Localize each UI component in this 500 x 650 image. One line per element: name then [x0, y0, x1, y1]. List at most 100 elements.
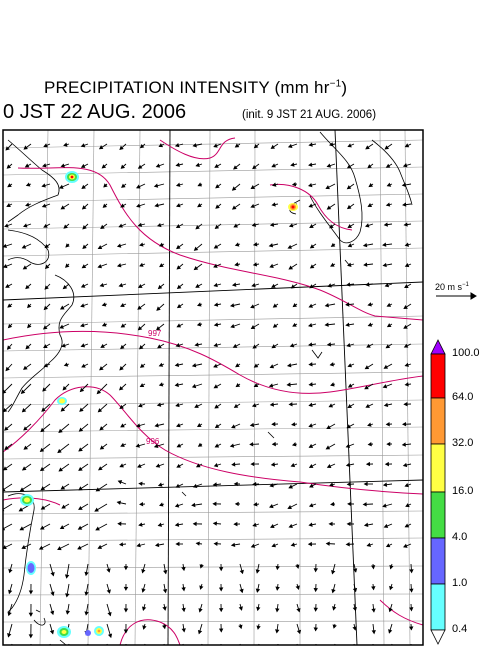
wind-vector-head — [81, 264, 87, 269]
wind-vector-head — [233, 481, 238, 487]
wind-vector-head — [61, 343, 66, 348]
wind-vector-head — [195, 162, 200, 167]
wind-vector-head — [326, 163, 332, 168]
wind-vector-head — [363, 481, 368, 487]
wind-vector-head — [57, 448, 62, 454]
wind-vector-head — [137, 164, 143, 169]
wind-vector-head — [214, 424, 220, 429]
wind-vector-head — [196, 322, 202, 327]
wind-vector-head — [97, 408, 103, 413]
wind-vector-head — [7, 183, 12, 188]
map-frame — [2, 129, 424, 646]
wind-vector-head — [197, 302, 202, 307]
wind-vector-head — [137, 305, 142, 310]
wind-vector-head — [214, 163, 219, 168]
wind-vector-head — [308, 142, 313, 147]
wind-vector-head — [116, 500, 122, 505]
wind-vector-head — [234, 501, 239, 507]
wind-vector-head — [295, 585, 300, 590]
wind-vector-head — [234, 262, 239, 267]
wind-vector-head — [94, 507, 99, 512]
wind-vector-head — [328, 403, 334, 408]
wind-vector-head — [119, 145, 124, 151]
wind-vector-head — [158, 143, 164, 148]
wind-vector-head — [383, 364, 389, 369]
wind-vector-head — [313, 568, 318, 573]
wind-vector-head — [271, 283, 276, 288]
wind-vector-head — [288, 402, 293, 407]
wind-vector-head — [23, 445, 29, 450]
wind-vector-head — [176, 304, 182, 309]
wind-vector-head — [141, 569, 146, 574]
wind-vector-head — [153, 183, 159, 188]
wind-vector-head — [352, 568, 358, 573]
wind-vector-head — [295, 564, 300, 569]
wind-vector-head — [191, 383, 197, 389]
wind-vector-head — [158, 362, 164, 367]
precip-cell — [288, 203, 298, 211]
isobar-label-996: 996 — [146, 437, 160, 446]
wind-vector-head — [176, 423, 181, 428]
wind-vector-head — [251, 222, 257, 227]
wind-vector-head — [213, 541, 218, 546]
wind-vector-head — [271, 421, 276, 427]
wind-vector-head — [235, 383, 241, 388]
wind-vector-head — [287, 143, 293, 148]
wind-vector-head — [175, 541, 180, 547]
wind-vector-head — [268, 383, 274, 388]
wind-vector-head — [386, 182, 392, 187]
wind-vector-head — [326, 425, 331, 429]
wind-vector-head — [195, 225, 200, 230]
wind-vector-head — [309, 224, 314, 228]
wind-vector-head — [116, 263, 122, 268]
wind-vector-head — [103, 183, 108, 188]
wind-vector-head — [255, 588, 261, 593]
wind-vector-head — [21, 408, 27, 413]
wind-vector-head — [231, 282, 237, 287]
wind-vector-head — [383, 402, 389, 408]
wind-vector-head — [6, 345, 12, 350]
wind-vector-head — [77, 545, 82, 550]
wind-vector-head — [363, 522, 369, 527]
wind-vector-head — [252, 481, 257, 487]
wind-vector-head — [213, 342, 218, 348]
wind-vector-head — [197, 423, 202, 427]
wind-vector-head — [181, 566, 186, 572]
wind-vector-head — [346, 424, 351, 429]
wind-vector-head — [199, 585, 204, 590]
wind-vector-head — [58, 428, 63, 434]
wind-vector-head — [79, 387, 85, 393]
wind-vector-head — [252, 344, 257, 349]
wind-vector-head — [309, 244, 315, 249]
wind-vector-head — [256, 606, 261, 612]
wind-vector-head — [23, 145, 28, 150]
wind-vector-head — [253, 144, 259, 149]
wind-vectors — [3, 142, 414, 645]
wind-vector-head — [195, 463, 201, 468]
wind-vector-head — [198, 608, 203, 613]
wind-vector-head — [163, 569, 168, 575]
wind-vector-head — [116, 243, 122, 248]
wind-vector-head — [197, 203, 202, 208]
wind-vector-head — [231, 424, 236, 429]
wind-vector-head — [107, 611, 112, 617]
wind-vector-head — [118, 223, 123, 228]
wind-vector-head — [386, 323, 392, 328]
wind-vector-head — [137, 326, 143, 331]
isobars — [3, 137, 423, 645]
wind-vector-head — [346, 521, 351, 527]
colorbar-label: 1.0 — [452, 577, 468, 589]
wind-vector-head — [290, 162, 295, 167]
wind-vector-head — [78, 486, 83, 491]
wind-vector-head — [135, 443, 140, 448]
wind-vector-head — [7, 633, 12, 638]
wind-vector-head — [384, 461, 389, 467]
wind-vector-head — [84, 611, 89, 616]
wind-vector-head — [308, 362, 313, 367]
wind-vector-head — [234, 242, 240, 247]
wind-vector-head — [80, 343, 86, 348]
wind-vector-head — [229, 303, 235, 308]
wind-vector-head — [275, 629, 280, 634]
wind-vector-head — [405, 503, 410, 508]
wind-vector-head — [39, 467, 45, 472]
